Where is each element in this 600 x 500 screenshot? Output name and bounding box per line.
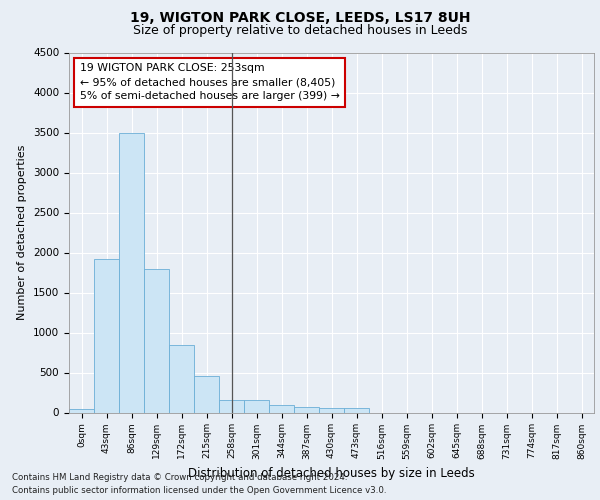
Bar <box>269 405 294 412</box>
Text: 19 WIGTON PARK CLOSE: 253sqm
← 95% of detached houses are smaller (8,405)
5% of : 19 WIGTON PARK CLOSE: 253sqm ← 95% of de… <box>79 64 340 102</box>
Bar <box>344 408 369 412</box>
Bar <box>94 259 119 412</box>
Text: Contains HM Land Registry data © Crown copyright and database right 2024.: Contains HM Land Registry data © Crown c… <box>12 472 347 482</box>
Bar <box>144 270 169 412</box>
Bar <box>294 407 319 412</box>
Bar <box>169 344 194 412</box>
Y-axis label: Number of detached properties: Number of detached properties <box>17 145 28 320</box>
Text: Contains public sector information licensed under the Open Government Licence v3: Contains public sector information licen… <box>12 486 386 495</box>
Bar <box>119 132 144 412</box>
Bar <box>194 376 219 412</box>
Text: 19, WIGTON PARK CLOSE, LEEDS, LS17 8UH: 19, WIGTON PARK CLOSE, LEEDS, LS17 8UH <box>130 11 470 25</box>
Bar <box>219 400 244 412</box>
Bar <box>69 408 94 412</box>
Text: Size of property relative to detached houses in Leeds: Size of property relative to detached ho… <box>133 24 467 37</box>
X-axis label: Distribution of detached houses by size in Leeds: Distribution of detached houses by size … <box>188 467 475 480</box>
Bar <box>244 400 269 412</box>
Bar <box>319 408 344 412</box>
